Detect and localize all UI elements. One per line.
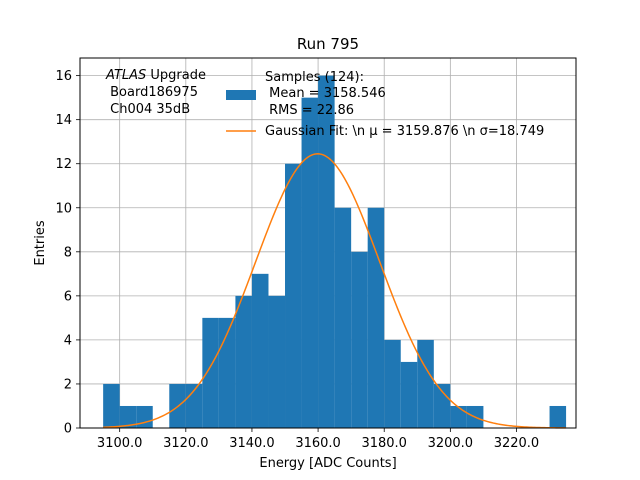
histogram-bar (136, 405, 153, 428)
gaussian-fit-curve (103, 153, 567, 429)
histogram-bar (103, 383, 120, 428)
x-tick-label: 3220.0 (494, 436, 540, 451)
histogram-bar (549, 405, 567, 428)
chart-title: Run 795 (297, 35, 359, 53)
annotation-line-3: Ch004 35dB (106, 102, 190, 117)
histogram-bar (367, 207, 385, 428)
y-tick-label: 14 (55, 113, 72, 128)
x-tick-label: 3100.0 (97, 436, 143, 451)
histogram-bar (400, 361, 418, 428)
y-tick-label: 12 (55, 157, 72, 172)
plot-area-frame (79, 57, 577, 429)
legend-samples-line-1: Samples (124): (265, 70, 364, 85)
y-tick-label: 10 (55, 201, 72, 216)
x-tick-label: 3160.0 (295, 436, 341, 451)
histogram-bar (450, 405, 467, 428)
annotation-upgrade: Upgrade (146, 68, 206, 83)
histogram-bar (218, 317, 236, 428)
annotation-box: ATLAS Upgrade Board186975 Ch004 35dB (105, 68, 206, 117)
histogram-bar (119, 405, 137, 428)
legend-samples-line-3: RMS = 22.86 (265, 103, 354, 118)
legend: Samples (124): Mean = 3158.546 RMS = 22.… (226, 70, 544, 139)
x-tick-label: 3200.0 (428, 436, 474, 451)
histogram-bar (334, 207, 352, 428)
x-tick-label: 3180.0 (361, 436, 407, 451)
y-axis-label: Entries (33, 220, 48, 266)
histogram-bar (301, 97, 319, 429)
legend-samples-line-2: Mean = 3158.546 (265, 86, 386, 101)
x-axis-ticks: 3100.0 3120.0 3140.0 3160.0 3180.0 3200.0 3220… (97, 428, 539, 451)
histogram-bars (103, 75, 567, 429)
annotation-line-2: Board186975 (106, 85, 198, 100)
y-tick-label: 6 (64, 289, 72, 304)
y-tick-label: 8 (64, 245, 72, 260)
y-tick-label: 16 (55, 69, 72, 84)
histogram-bar (318, 75, 335, 428)
histogram-bar (351, 251, 368, 428)
y-tick-label: 0 (64, 422, 72, 437)
y-axis-ticks: 0 2 4 6 8 10 12 14 16 (55, 69, 80, 437)
histogram-bar (235, 295, 252, 428)
histogram-bar (417, 339, 434, 428)
annotation-atlas: ATLAS (105, 68, 146, 83)
legend-samples-swatch (226, 90, 256, 100)
y-tick-label: 2 (64, 377, 72, 392)
x-axis-label: Energy [ADC Counts] (259, 456, 396, 471)
y-tick-label: 4 (64, 333, 72, 348)
annotation-line-1: ATLAS Upgrade (105, 68, 206, 83)
legend-fit-label: Gaussian Fit: \n μ = 3159.876 \n σ=18.74… (265, 124, 544, 139)
histogram-bar (251, 273, 269, 428)
histogram-bar (202, 317, 219, 428)
histogram-bar (384, 339, 401, 428)
x-tick-label: 3120.0 (163, 436, 209, 451)
histogram-bar (285, 163, 302, 428)
x-tick-label: 3140.0 (229, 436, 275, 451)
histogram-bar (268, 295, 286, 428)
